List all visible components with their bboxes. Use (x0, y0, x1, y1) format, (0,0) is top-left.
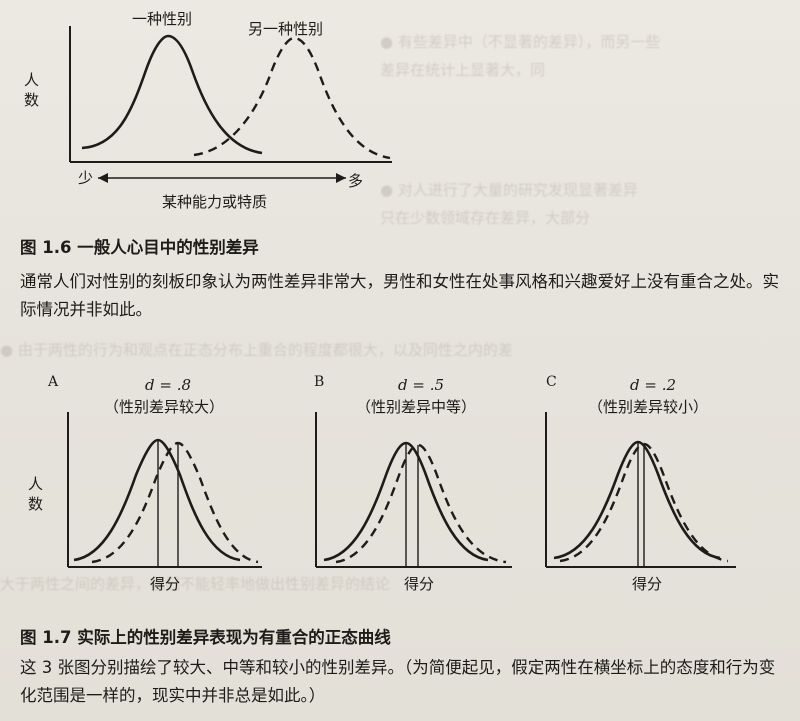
panel-b-d-value: d = .5 (398, 376, 445, 394)
panel-a-solid-curve (73, 438, 241, 562)
panel-a-description: （性别差异较大） (104, 398, 225, 416)
panel-c-description: （性别差异较小） (588, 398, 709, 416)
fig16-solid-curve (81, 34, 263, 155)
fig16-curve-left-label: 一种性别 (132, 10, 193, 28)
fig16-few-label: 少 (78, 169, 94, 187)
panel-b-dashed-curve (335, 443, 507, 564)
fig16-caption-title: 图 1.6 一般人心目中的性别差异 (20, 238, 259, 257)
bleed-through-text: 大于两性之间的差异，我们不能轻率地做出性别差异的结论 (0, 575, 391, 593)
fig16-caption-body: 通常人们对性别的刻板印象认为两性差异非常大，男性和女性在处事风格和兴趣爱好上没有… (20, 272, 779, 319)
bleed-through-text: 只在少数领域存在差异，大部分 (380, 209, 591, 227)
panel-c-plot (545, 412, 736, 568)
panel-b-letter: B (314, 374, 325, 390)
panel-a-d-value: d = .8 (145, 376, 192, 394)
fig16-many-label: 多 (348, 172, 364, 190)
fig16-arrow-left-head (98, 173, 108, 183)
fig16-y-label: 人数 (24, 71, 40, 109)
fig16-x-label: 某种能力或特质 (162, 193, 268, 211)
panel-b-plot (315, 412, 512, 568)
bleed-through-text: ● 由于两性的行为和观点在正态分布上重合的程度都很大，以及同性之内的差 (0, 341, 513, 359)
panel-c-d-value: d = .2 (630, 376, 677, 394)
bleed-through-text: ● 有些差异中（不显著的差异），而另一些 (380, 33, 661, 51)
bleed-through-text: ● 对人进行了大量的研究发现显著差异 (380, 181, 638, 199)
panel-a-x-label: 得分 (150, 575, 181, 593)
panel-c-x-label: 得分 (632, 575, 663, 593)
fig16-curve-right-label: 另一种性别 (248, 20, 324, 38)
fig17-y-label: 人数 (28, 475, 44, 513)
fig16-dashed-curve (193, 36, 391, 160)
fig16-arrow-right-head (336, 173, 346, 183)
panel-b-description: （性别差异中等） (356, 398, 477, 416)
fig17-caption-body: 这 3 张图分别描绘了较大、中等和较小的性别差异。（为简便起见，假定两性在横坐标… (20, 658, 776, 705)
panel-c-letter: C (546, 374, 557, 390)
panel-a-plot (67, 412, 262, 568)
fig17-caption-title: 图 1.7 实际上的性别差异表现为有重合的正态曲线 (20, 628, 391, 647)
panel-a-letter: A (48, 374, 59, 390)
panel-b-x-label: 得分 (404, 575, 435, 593)
bleed-through-text: 差异在统计上显著大，同 (380, 61, 546, 79)
